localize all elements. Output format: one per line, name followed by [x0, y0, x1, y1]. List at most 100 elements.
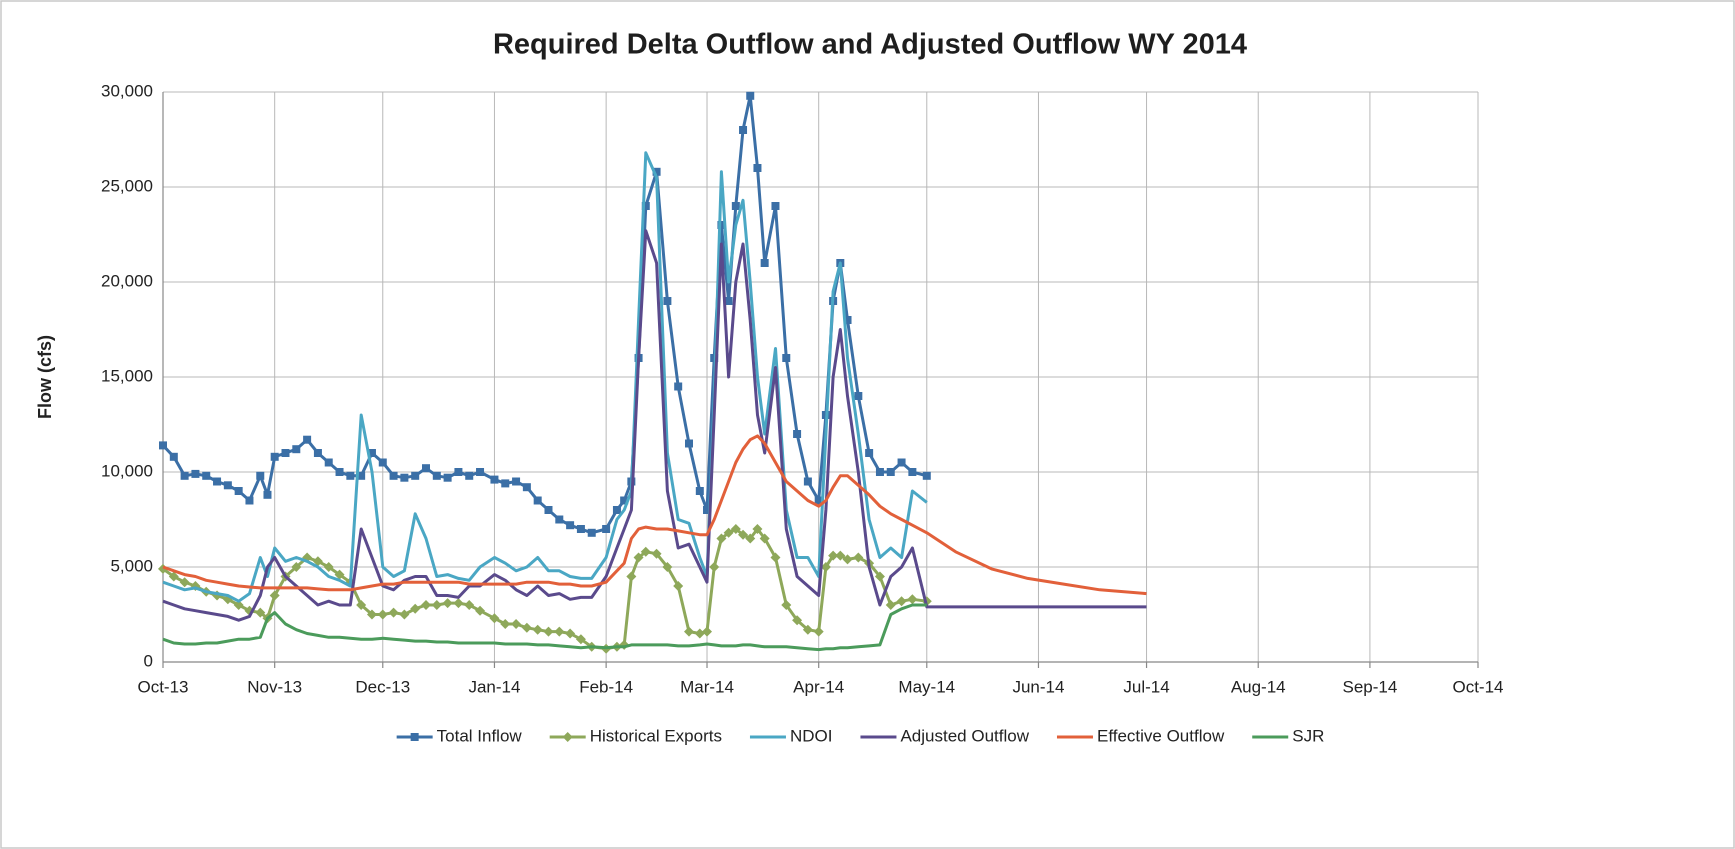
chart-title: Required Delta Outflow and Adjusted Outf… — [493, 29, 1247, 61]
marker — [843, 316, 852, 324]
marker — [475, 605, 486, 616]
marker — [587, 528, 596, 537]
marker — [716, 533, 727, 544]
legend-label: SJR — [1292, 726, 1324, 745]
marker — [685, 439, 693, 448]
marker — [431, 600, 442, 610]
marker — [234, 487, 243, 495]
marker — [731, 202, 740, 210]
marker — [633, 552, 644, 563]
plot-area — [158, 91, 1147, 654]
marker — [533, 496, 542, 505]
marker — [233, 600, 244, 610]
marker — [562, 732, 573, 742]
series-line — [162, 229, 1147, 622]
marker — [501, 479, 510, 488]
marker — [652, 167, 661, 176]
marker — [602, 525, 611, 533]
marker — [908, 468, 917, 476]
marker — [835, 550, 846, 561]
legend-item: SJR — [1252, 726, 1324, 745]
x-tick-label: May-14 — [898, 677, 955, 696]
legend-item: NDOI — [749, 726, 832, 745]
marker — [694, 628, 705, 639]
marker — [410, 603, 421, 614]
marker — [896, 596, 907, 607]
series — [162, 229, 1147, 622]
x-tick-label: Sep-14 — [1343, 677, 1398, 696]
legend-label: Historical Exports — [590, 726, 722, 745]
marker — [640, 546, 651, 557]
y-axis-label: Flow (cfs) — [35, 335, 55, 419]
marker — [532, 624, 543, 635]
marker — [378, 458, 387, 467]
marker — [626, 571, 637, 582]
marker — [357, 471, 366, 480]
x-tick-label: Jan-14 — [468, 677, 520, 696]
marker — [897, 458, 906, 467]
marker — [411, 471, 420, 480]
marker — [543, 626, 554, 637]
marker — [500, 619, 511, 629]
marker — [752, 524, 763, 534]
marker — [793, 430, 802, 438]
marker — [828, 550, 839, 561]
marker — [641, 202, 650, 210]
marker — [555, 515, 564, 524]
marker — [490, 475, 499, 484]
marker — [760, 259, 769, 267]
marker — [442, 598, 453, 609]
marker — [377, 609, 388, 620]
marker — [854, 392, 863, 400]
marker — [885, 600, 896, 610]
marker — [565, 628, 576, 639]
marker — [270, 452, 279, 461]
y-tick-label: 15,000 — [101, 366, 153, 385]
marker — [684, 626, 694, 637]
marker — [511, 619, 522, 629]
marker — [465, 471, 474, 480]
marker — [334, 569, 345, 580]
marker — [802, 624, 813, 635]
marker — [476, 468, 485, 476]
marker — [886, 468, 895, 476]
x-tick-label: Jun-14 — [1012, 677, 1064, 696]
marker — [865, 449, 874, 457]
marker — [781, 600, 792, 610]
marker — [803, 477, 812, 486]
marker — [256, 471, 265, 480]
marker — [746, 91, 755, 100]
marker — [651, 548, 662, 559]
legend-item: Effective Outflow — [1056, 726, 1225, 745]
marker — [695, 487, 704, 495]
series-line — [162, 434, 1147, 596]
marker — [168, 571, 179, 582]
marker — [662, 562, 673, 572]
marker — [673, 581, 684, 591]
marker — [179, 577, 190, 588]
marker — [245, 496, 254, 505]
x-tick-label: Oct-13 — [137, 677, 188, 696]
marker — [335, 468, 344, 476]
series — [162, 434, 1147, 596]
marker — [521, 622, 532, 633]
marker — [730, 524, 741, 534]
marker — [759, 533, 770, 544]
series-line — [162, 151, 928, 603]
marker — [367, 449, 376, 457]
marker — [723, 527, 734, 538]
marker — [922, 471, 931, 480]
marker — [388, 607, 399, 618]
marker — [703, 506, 712, 514]
marker — [554, 626, 565, 637]
marker — [421, 600, 431, 610]
marker — [292, 445, 301, 454]
marker — [489, 613, 500, 624]
marker — [454, 468, 463, 476]
marker — [544, 506, 553, 514]
marker — [566, 521, 575, 530]
legend: Total Inflow Historical Exports NDOI Adjust… — [396, 726, 1324, 745]
y-tick-label: 25,000 — [101, 176, 153, 195]
marker — [366, 609, 377, 620]
